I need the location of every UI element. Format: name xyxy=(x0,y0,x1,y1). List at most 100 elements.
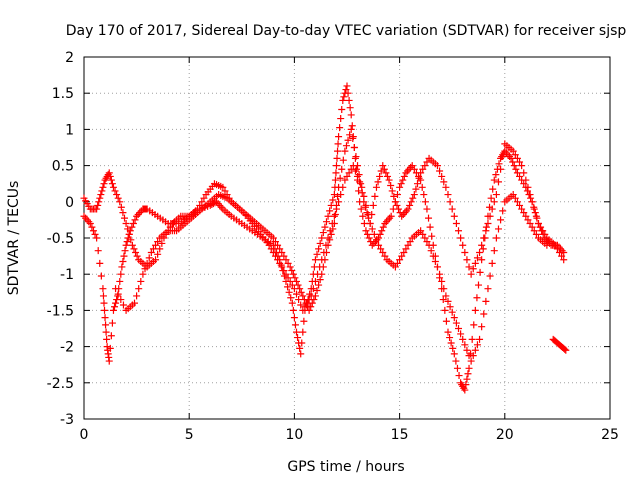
data-point xyxy=(97,272,105,280)
data-point xyxy=(134,210,142,218)
data-point xyxy=(455,325,463,332)
data-point xyxy=(346,104,354,112)
data-point xyxy=(334,140,342,148)
data-point xyxy=(403,167,411,175)
data-point xyxy=(524,183,532,191)
data-point xyxy=(313,286,321,294)
data-point xyxy=(436,167,444,175)
data-point xyxy=(334,147,342,155)
data-point xyxy=(444,328,452,336)
data-point xyxy=(125,230,133,238)
data-point xyxy=(334,192,342,200)
data-point xyxy=(447,339,455,347)
data-point xyxy=(321,223,329,231)
data-point xyxy=(423,205,431,213)
data-point xyxy=(486,212,494,220)
data-point xyxy=(100,299,108,307)
data-point xyxy=(404,205,412,213)
data-point xyxy=(316,239,324,247)
data-point xyxy=(561,345,569,353)
data-point xyxy=(143,259,151,267)
data-point xyxy=(271,252,279,260)
data-point xyxy=(351,167,359,175)
data-point xyxy=(440,285,448,293)
data-point xyxy=(121,214,129,222)
data-point xyxy=(482,227,490,235)
data-point xyxy=(444,297,452,305)
data-point xyxy=(300,317,308,325)
data-point xyxy=(362,201,370,209)
data-point xyxy=(473,294,481,302)
data-point xyxy=(475,281,482,289)
data-point xyxy=(520,209,528,217)
data-point xyxy=(518,205,526,213)
data-point xyxy=(278,263,286,271)
data-point xyxy=(459,241,467,249)
x-tick-label: 15 xyxy=(391,427,409,443)
data-point xyxy=(109,183,117,191)
data-point xyxy=(428,232,436,240)
data-point xyxy=(480,234,488,242)
data-point xyxy=(284,259,292,267)
data-point xyxy=(288,299,296,307)
data-point xyxy=(200,194,208,202)
data-point xyxy=(99,285,107,293)
data-point xyxy=(381,220,389,228)
y-tick-label: -1 xyxy=(60,267,74,283)
data-point xyxy=(364,230,372,238)
data-point xyxy=(410,165,418,173)
data-point xyxy=(412,185,420,193)
data-point xyxy=(99,292,107,300)
data-point xyxy=(541,230,549,238)
data-point xyxy=(343,172,351,180)
data-point xyxy=(147,248,155,256)
data-point xyxy=(425,241,433,249)
data-point xyxy=(520,180,528,188)
data-point xyxy=(537,223,545,231)
data-point xyxy=(341,147,349,155)
data-point xyxy=(438,277,446,285)
data-point xyxy=(333,154,341,162)
data-point xyxy=(495,160,503,168)
data-point xyxy=(457,330,465,338)
data-point xyxy=(377,245,385,253)
data-point xyxy=(332,162,340,170)
data-point xyxy=(393,201,401,209)
data-point xyxy=(280,252,288,260)
data-point xyxy=(106,172,114,180)
data-point xyxy=(473,254,481,262)
data-point xyxy=(531,209,539,217)
data-point xyxy=(522,176,530,184)
data-point xyxy=(114,290,122,298)
data-point xyxy=(513,169,521,177)
y-tick-label: -0.5 xyxy=(47,231,74,247)
data-point xyxy=(131,216,139,224)
data-point xyxy=(469,265,477,273)
data-point xyxy=(289,306,297,314)
data-point xyxy=(80,212,88,220)
data-point xyxy=(360,192,368,200)
data-point xyxy=(530,205,538,213)
data-point xyxy=(497,216,505,224)
data-point xyxy=(313,250,321,258)
data-point xyxy=(154,250,162,258)
data-point xyxy=(516,158,524,166)
data-point xyxy=(135,285,143,293)
data-point xyxy=(344,136,352,144)
data-point xyxy=(286,263,294,271)
data-point xyxy=(350,144,358,151)
data-point xyxy=(492,234,500,242)
data-point xyxy=(471,306,479,314)
data-point xyxy=(509,147,517,155)
data-point xyxy=(345,169,353,177)
data-point xyxy=(284,283,292,291)
data-point xyxy=(471,259,479,267)
data-point xyxy=(314,270,322,278)
data-point xyxy=(98,187,106,195)
data-point xyxy=(112,285,120,293)
data-point xyxy=(453,364,461,372)
data-point xyxy=(101,306,109,314)
data-point xyxy=(446,303,454,311)
data-point xyxy=(441,306,449,314)
data-point xyxy=(152,241,160,249)
